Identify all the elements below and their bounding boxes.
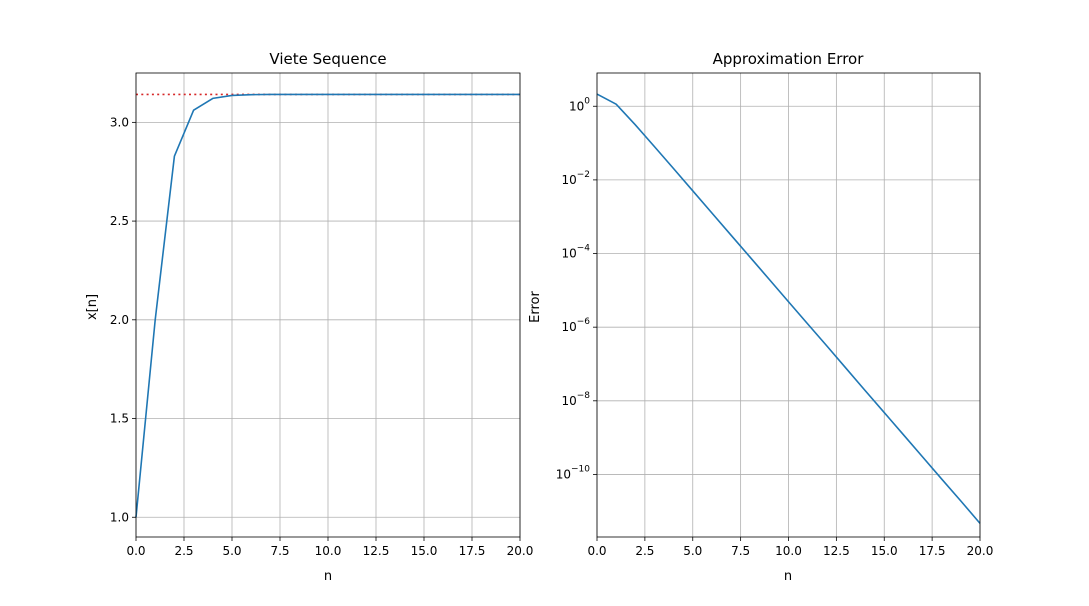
x-tick-label: 0.0 bbox=[126, 544, 145, 558]
x-tick-label: 17.5 bbox=[459, 544, 486, 558]
y-tick-label: 2.5 bbox=[110, 214, 129, 228]
y-tick-label: 3.0 bbox=[110, 115, 129, 129]
plot-area: 0.0 2.5 5.0 7.5 10.0 12.5 15.0 17.5 20.0 100 10−2 1… bbox=[556, 72, 994, 558]
chart-viete-sequence: Viete Sequence n x[n] 0.0 2.5 5.0 7.5 10.0 12… bbox=[85, 50, 533, 584]
series-line bbox=[596, 93, 981, 524]
y-tick-label: 10−6 bbox=[561, 317, 590, 334]
x-tick-label: 10.0 bbox=[775, 544, 802, 558]
plot-area: 0.0 2.5 5.0 7.5 10.0 12.5 15.0 17.5 20.0 1.0 1.5 2.… bbox=[110, 72, 534, 558]
y-tick-label: 100 bbox=[569, 96, 590, 113]
x-tick-label: 10.0 bbox=[315, 544, 342, 558]
x-tick-label: 5.0 bbox=[683, 544, 702, 558]
x-tick-label: 20.0 bbox=[967, 544, 994, 558]
y-tick-label: 10−2 bbox=[561, 170, 590, 187]
y-axis-label: Error bbox=[528, 291, 543, 323]
x-tick-label: 7.5 bbox=[270, 544, 289, 558]
x-tick-label: 2.5 bbox=[174, 544, 193, 558]
chart-title: Viete Sequence bbox=[269, 50, 386, 68]
y-tick-label: 1.0 bbox=[110, 510, 129, 524]
x-tick-label: 15.0 bbox=[411, 544, 438, 558]
x-tick-label: 2.5 bbox=[635, 544, 654, 558]
x-axis-label: n bbox=[324, 569, 332, 584]
x-tick-label: 20.0 bbox=[507, 544, 534, 558]
x-axis-label: n bbox=[784, 569, 792, 584]
x-tick-label: 12.5 bbox=[823, 544, 850, 558]
x-tick-label: 5.0 bbox=[222, 544, 241, 558]
x-tick-label: 15.0 bbox=[871, 544, 898, 558]
y-axis-label: x[n] bbox=[85, 294, 100, 320]
x-tick-label: 17.5 bbox=[919, 544, 946, 558]
chart-title: Approximation Error bbox=[713, 50, 865, 68]
x-tick-label: 0.0 bbox=[587, 544, 606, 558]
y-tick-label: 10−8 bbox=[561, 391, 590, 408]
y-tick-label: 10−10 bbox=[556, 464, 591, 481]
x-tick-label: 7.5 bbox=[731, 544, 750, 558]
y-tick-label: 2.0 bbox=[110, 313, 129, 327]
x-tick-label: 12.5 bbox=[363, 544, 390, 558]
y-tick-label: 1.5 bbox=[110, 412, 129, 426]
chart-approximation-error: Approximation Error n Error 0.0 2.5 5.0 7.5… bbox=[528, 50, 993, 584]
series-line bbox=[135, 93, 520, 518]
y-tick-label: 10−4 bbox=[561, 244, 590, 261]
